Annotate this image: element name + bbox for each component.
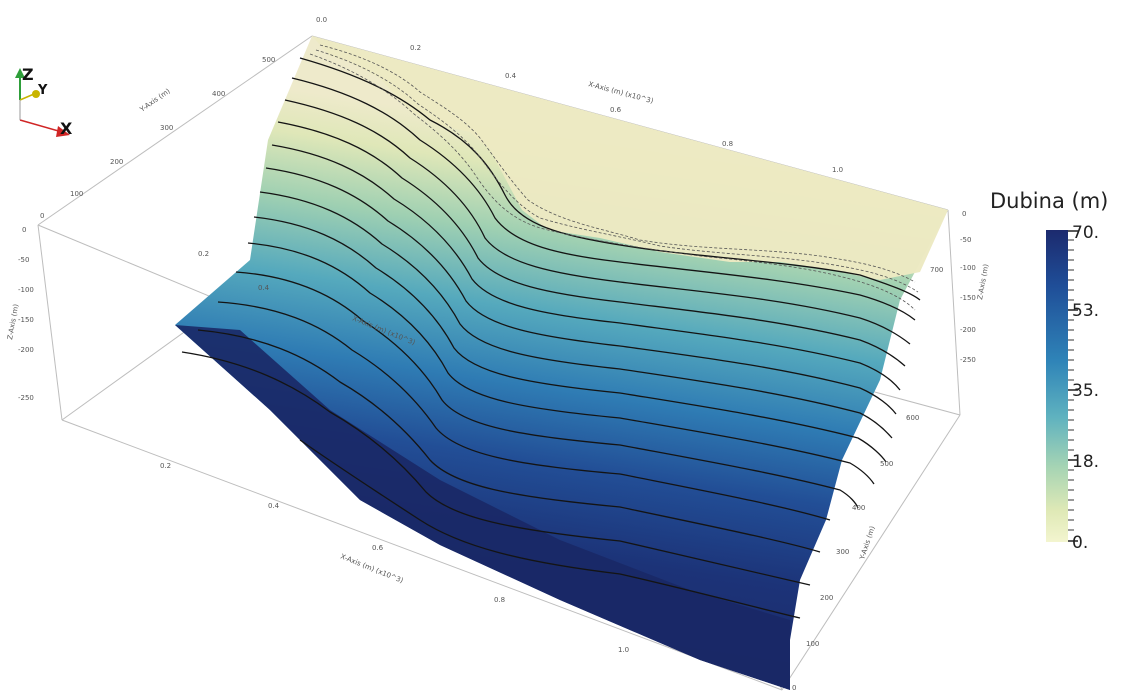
x-front-tick: 0.4 [268, 502, 280, 510]
y-tick: 300 [160, 124, 173, 132]
legend-title: Dubina (m) [990, 189, 1108, 213]
right-z-tick: -100 [960, 264, 976, 272]
y-axis-dot-icon [32, 90, 40, 98]
y-tick: 100 [70, 190, 83, 198]
right-z-tick: -50 [960, 236, 971, 244]
box-left-top-edge [37, 35, 313, 226]
right-z-tick: -200 [960, 326, 976, 334]
fine-contours [309, 44, 919, 311]
box-front-bottom-edge [61, 419, 783, 691]
x-tick: 0.0 [316, 16, 327, 24]
contour-lines [181, 57, 921, 619]
right-z-tick: 0 [962, 210, 966, 218]
legend-tick-label: 35. [1072, 381, 1099, 401]
contour-line [284, 99, 911, 345]
surface-shallow-plateau [312, 36, 948, 280]
box-right-vertical-edge [947, 209, 961, 416]
x-tick: 0.2 [410, 44, 421, 52]
legend-tick-label: 0. [1072, 533, 1088, 553]
contour-line [247, 242, 875, 485]
z-tick: -50 [18, 256, 29, 264]
right-z-axis-title: Z-Axis (m) [976, 263, 990, 300]
inner-x-tick: 0.2 [198, 250, 209, 258]
color-legend: Dubina (m) [990, 189, 1108, 553]
y-axis-arrow [19, 93, 35, 101]
contour-line [265, 167, 897, 415]
y-tick: 200 [110, 158, 123, 166]
x-tick: 1.0 [832, 166, 843, 174]
x-front-tick: 0.2 [160, 462, 171, 470]
contour-line [259, 191, 893, 439]
x-tick: 0.6 [610, 106, 622, 114]
surface-dark-wedge [175, 325, 790, 690]
x-front-tick: 1.0 [618, 646, 629, 654]
legend-minor-ticks [1068, 239, 1074, 531]
z-axis-left-ticks: 0 -50 -100 -150 -200 -250 Z-Axis (m) [6, 226, 34, 402]
x-axis-arrow [19, 119, 63, 133]
orientation-axes-widget[interactable]: Z Y X [15, 65, 73, 138]
contour-line [291, 77, 916, 321]
y-tick: 500 [262, 56, 275, 64]
legend-tick-label: 53. [1072, 301, 1099, 321]
y-axis-title-left: Y-Axis (m) [138, 87, 172, 114]
z-tick: -250 [18, 394, 34, 402]
right-z-axis-ticks: 0 -50 -100 -150 -200 -250 Z-Axis (m) [960, 210, 990, 364]
contour-line [217, 301, 831, 521]
legend-colorbar [1046, 230, 1068, 542]
right-y-tick: 300 [836, 548, 849, 556]
box-right-bottom-edge [781, 414, 961, 691]
x-front-tick: 0.8 [494, 596, 505, 604]
right-y-tick: 600 [906, 414, 919, 422]
z-tick: -200 [18, 346, 34, 354]
fine-contour [309, 53, 916, 311]
right-y-tick: 400 [852, 504, 865, 512]
inner-x-tick: 0.4 [258, 284, 270, 292]
x-axis-label: X [60, 119, 73, 138]
contour-line [235, 271, 859, 509]
right-y-axis-title: Y-Axis (m) [858, 525, 877, 562]
contour-line [181, 351, 811, 586]
x-tick: 0.8 [722, 140, 733, 148]
z-tick: -150 [18, 316, 34, 324]
z-axis-label: Z [22, 65, 34, 84]
contour-line [253, 216, 887, 463]
right-y-tick: 0 [792, 684, 796, 692]
x-arrowhead-icon [56, 126, 70, 137]
right-y-tick: 200 [820, 594, 833, 602]
z-arrowhead-icon [15, 68, 25, 78]
z-tick: -100 [18, 286, 34, 294]
legend-major-ticks [1068, 230, 1078, 542]
right-y-tick: 100 [806, 640, 819, 648]
y-axis-left-ticks: 0 100 200 300 400 500 Y-Axis (m) [40, 56, 275, 220]
box-left-vertical-edge [37, 224, 63, 421]
right-y-tick: 700 [930, 266, 943, 274]
z-tick: 0 [22, 226, 26, 234]
fine-contour [319, 44, 916, 283]
y-tick: 400 [212, 90, 225, 98]
x-front-tick: 0.6 [372, 544, 384, 552]
legend-tick-label: 70. [1072, 223, 1099, 243]
right-y-tick: 500 [880, 460, 893, 468]
contour-line [299, 439, 801, 619]
x-axis-title-top: X-Axis (m) (x10^3) [587, 80, 654, 105]
contour-line [197, 329, 821, 553]
right-z-tick: -150 [960, 294, 976, 302]
right-z-tick: -250 [960, 356, 976, 364]
fine-contour [315, 49, 919, 293]
y-tick: 0 [40, 212, 44, 220]
x-axis-title-front: X-Axis (m) (x10^3) [339, 552, 404, 585]
x-tick: 0.4 [505, 72, 517, 80]
y-axis-label: Y [37, 83, 48, 98]
terrain-surface[interactable] [175, 36, 948, 690]
contour-line [271, 144, 901, 391]
contour-line [277, 121, 906, 367]
legend-tick-label: 18. [1072, 452, 1099, 472]
contour-line [299, 57, 921, 301]
